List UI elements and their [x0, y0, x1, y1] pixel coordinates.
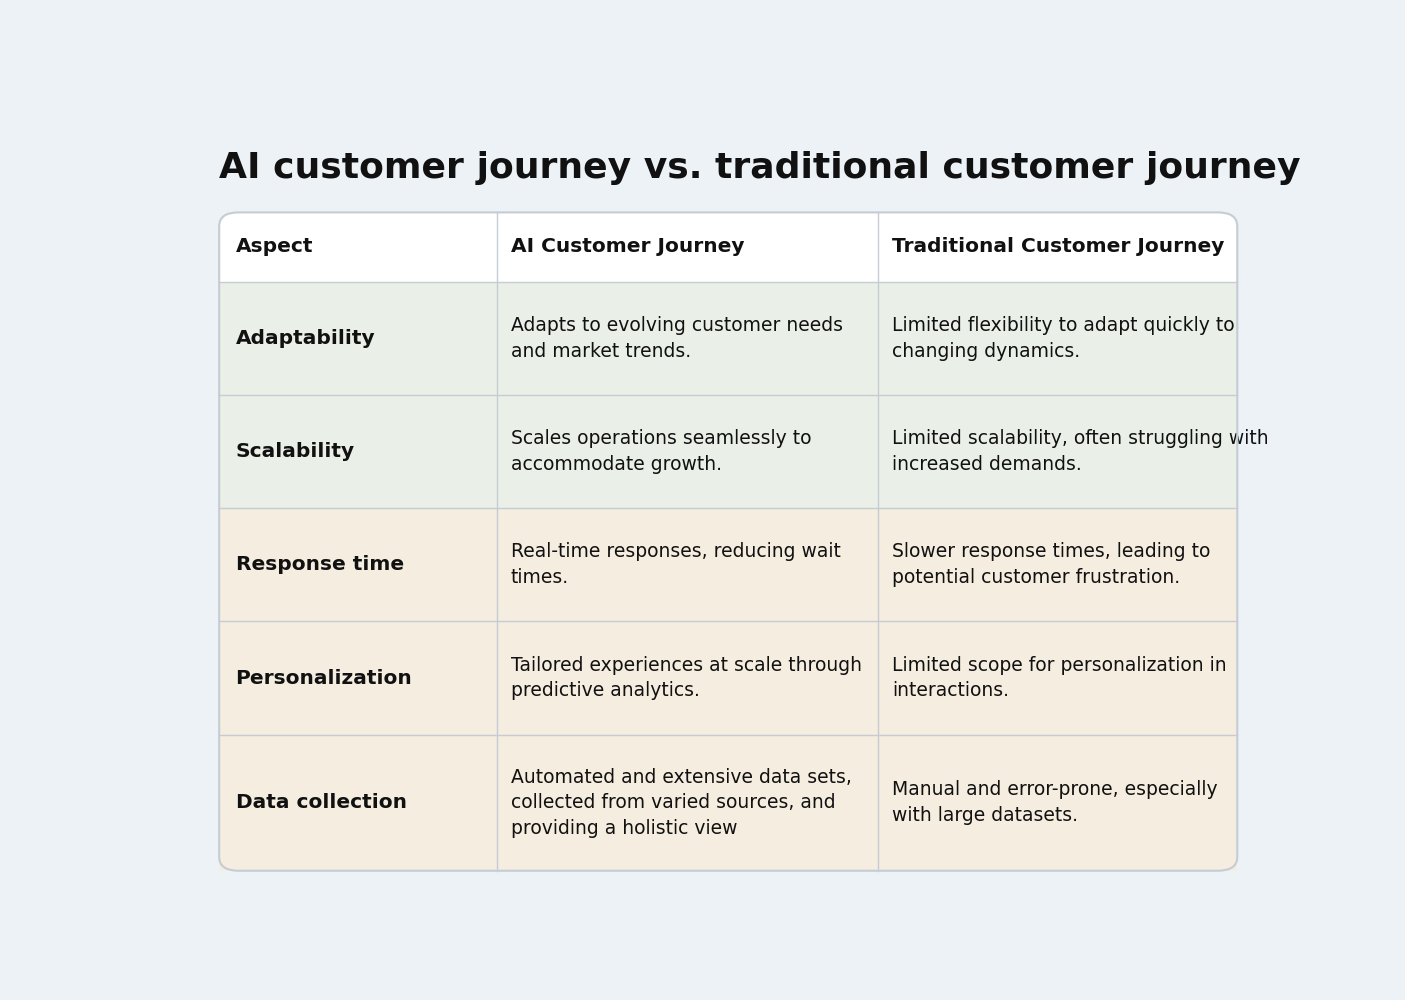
Text: Aspect: Aspect [236, 237, 313, 256]
Text: Scalability: Scalability [236, 442, 354, 461]
Text: AI customer journey vs. traditional customer journey: AI customer journey vs. traditional cust… [219, 151, 1301, 185]
Text: Traditional Customer Journey: Traditional Customer Journey [892, 237, 1225, 256]
Text: Limited scalability, often struggling with
increased demands.: Limited scalability, often struggling wi… [892, 429, 1269, 474]
Text: Real-time responses, reducing wait
times.: Real-time responses, reducing wait times… [511, 542, 840, 587]
Text: Data collection: Data collection [236, 793, 406, 812]
Text: Personalization: Personalization [236, 669, 412, 688]
Text: Limited flexibility to adapt quickly to
changing dynamics.: Limited flexibility to adapt quickly to … [892, 316, 1235, 361]
Text: Automated and extensive data sets,
collected from varied sources, and
providing : Automated and extensive data sets, colle… [511, 768, 851, 838]
Text: Manual and error-prone, especially
with large datasets.: Manual and error-prone, especially with … [892, 780, 1218, 825]
FancyBboxPatch shape [219, 212, 1238, 871]
Text: AI Customer Journey: AI Customer Journey [511, 237, 745, 256]
Text: Slower response times, leading to
potential customer frustration.: Slower response times, leading to potent… [892, 542, 1211, 587]
Text: Response time: Response time [236, 555, 403, 574]
Text: Adaptability: Adaptability [236, 329, 375, 348]
Text: Scales operations seamlessly to
accommodate growth.: Scales operations seamlessly to accommod… [511, 429, 812, 474]
Text: Limited scope for personalization in
interactions.: Limited scope for personalization in int… [892, 656, 1227, 700]
Text: Tailored experiences at scale through
predictive analytics.: Tailored experiences at scale through pr… [511, 656, 863, 700]
Text: Adapts to evolving customer needs
and market trends.: Adapts to evolving customer needs and ma… [511, 316, 843, 361]
